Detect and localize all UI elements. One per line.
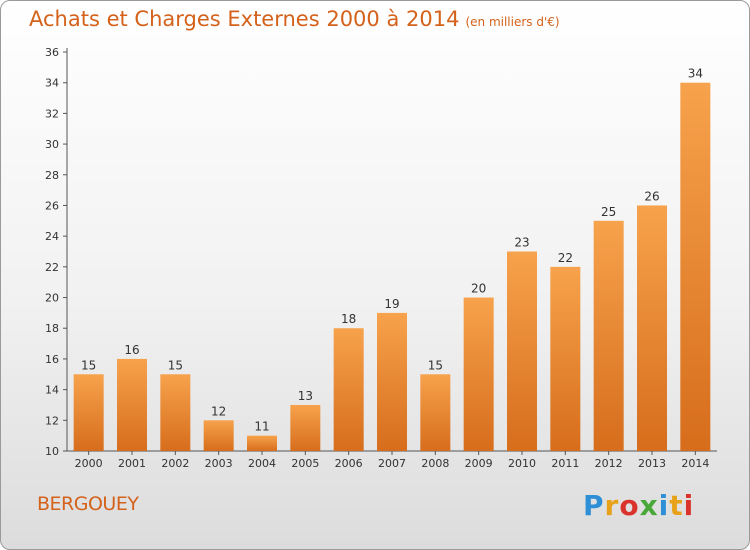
- bar: [333, 328, 364, 451]
- chart-unit: (en milliers d'€): [465, 15, 560, 29]
- bar: [290, 404, 321, 451]
- x-tick-label: 2003: [205, 457, 233, 470]
- logo-letter: t: [669, 489, 684, 522]
- bar: [507, 251, 537, 451]
- bar-value-label: 12: [211, 404, 226, 418]
- y-tick-label: 24: [45, 230, 59, 243]
- x-tick-label: 2006: [335, 457, 363, 470]
- x-tick-label: 2002: [161, 457, 189, 470]
- x-tick-label: 2013: [638, 457, 666, 470]
- y-tick-label: 20: [45, 292, 59, 305]
- x-tick-label: 2000: [75, 457, 103, 470]
- x-tick-label: 2001: [118, 457, 146, 470]
- bar-value-label: 19: [384, 297, 399, 311]
- bar-value-label: 15: [168, 358, 183, 372]
- bar-value-label: 16: [124, 343, 139, 357]
- bar: [550, 266, 581, 451]
- chart-title-text: Achats et Charges Externes 2000 à 2014: [29, 7, 460, 31]
- bar-value-label: 25: [601, 205, 616, 219]
- bar: [420, 374, 451, 451]
- bar-value-label: 20: [471, 282, 486, 296]
- bar: [160, 374, 191, 451]
- y-tick-label: 14: [45, 384, 59, 397]
- x-tick-label: 2008: [421, 457, 449, 470]
- bar-value-label: 26: [644, 189, 659, 203]
- bar-value-label: 15: [428, 358, 443, 372]
- y-tick-label: 28: [45, 169, 59, 182]
- bar-value-label: 34: [688, 67, 703, 81]
- y-tick-label: 12: [45, 414, 59, 427]
- y-tick-label: 16: [45, 353, 59, 366]
- bar-value-label: 22: [558, 251, 573, 265]
- bar: [593, 220, 624, 451]
- logo-letter: r: [604, 489, 620, 522]
- data-labels: 15 16 15 12 11 13 18 19 15 20 23 22 25 26 34: [81, 67, 703, 434]
- bar-value-label: 23: [514, 236, 529, 250]
- chart-title: Achats et Charges Externes 2000 à 2014 (e…: [29, 7, 560, 31]
- bar-value-label: 13: [298, 389, 313, 403]
- bar: [117, 358, 147, 451]
- y-tick-label: 36: [45, 46, 59, 59]
- bar: [203, 420, 234, 451]
- y-tick-label: 10: [45, 445, 59, 458]
- y-tick-label: 18: [45, 322, 59, 335]
- bar: [680, 82, 711, 451]
- bars: [73, 82, 711, 451]
- logo-letter: P: [583, 489, 605, 522]
- x-tick-label: 2012: [595, 457, 623, 470]
- x-tick-label: 2009: [465, 457, 493, 470]
- logo-letter: o: [619, 489, 640, 522]
- x-tick-label: 2007: [378, 457, 406, 470]
- bar-value-label: 11: [254, 420, 269, 434]
- x-tick-label: 2005: [291, 457, 319, 470]
- bar: [637, 205, 667, 451]
- proxiti-logo: Proxiti: [583, 489, 694, 522]
- logo-letter: i: [683, 489, 695, 522]
- x-tick-label: 2014: [681, 457, 709, 470]
- x-tick-label: 2004: [248, 457, 276, 470]
- y-tick-label: 22: [45, 261, 59, 274]
- x-tick-label: 2011: [551, 457, 579, 470]
- logo-letter: x: [639, 489, 659, 522]
- commune-name: BERGOUEY: [37, 493, 139, 515]
- bar: [463, 297, 494, 451]
- y-tick-label: 32: [45, 107, 59, 120]
- y-tick-label: 30: [45, 138, 59, 151]
- bar-value-label: 15: [81, 358, 96, 372]
- bar: [73, 374, 104, 451]
- y-tick-label: 34: [45, 77, 59, 90]
- bar: [247, 435, 277, 451]
- logo-letter: i: [658, 489, 670, 522]
- y-tick-label: 26: [45, 199, 59, 212]
- x-tick-label: 2010: [508, 457, 536, 470]
- axes: 10 12 14 16 18 20 22 24 26 28 30 32 34 36 2000 2001 2002…: [45, 46, 717, 470]
- bar-value-label: 18: [341, 312, 356, 326]
- bar: [377, 312, 407, 451]
